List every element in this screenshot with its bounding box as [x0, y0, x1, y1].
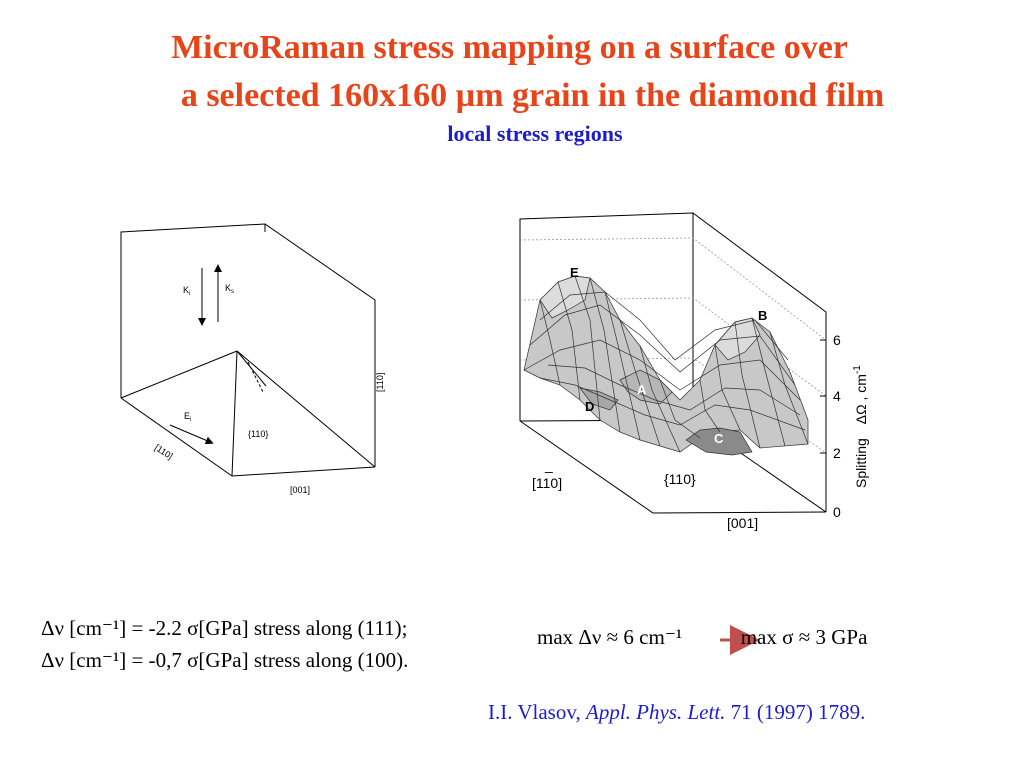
axis-110-bar: _ — [544, 457, 553, 473]
region-label-e: E — [570, 265, 579, 280]
z-ticks — [820, 339, 826, 513]
ks-label: Ks — [225, 283, 234, 295]
max-relation: max Δν ≈ 6 cm⁻¹ max σ ≈ 3 GPa — [537, 625, 867, 650]
equation-100: Δν [cm⁻¹] = -0,7 σ[GPa] stress along (10… — [41, 648, 409, 672]
slide-subtitle: local stress regions — [447, 121, 623, 146]
region-label-b: B — [758, 308, 767, 323]
pyramid-edge — [231, 350, 238, 477]
ei-label: Ei — [184, 411, 191, 423]
slide-title-line-2: a selected 160x160 µm grain in the diamo… — [180, 77, 885, 114]
citation-journal: Appl. Phys. Lett. — [586, 700, 726, 724]
citation-authors: I.I. Vlasov, — [488, 700, 586, 724]
pyramid-edge-dashed — [247, 361, 264, 393]
axis-001-label: [001] — [290, 485, 310, 495]
z-tick-label: 2 — [833, 445, 841, 461]
z-tick-label: 4 — [833, 388, 841, 404]
z-tick-label: 6 — [833, 332, 841, 348]
axis-110-right-label: [110] — [375, 373, 385, 392]
axis-110-left-label: [110] — [153, 442, 175, 461]
slide-title-line-1: MicroRaman stress mapping on a surface o… — [171, 29, 848, 66]
face-110-label: {110} — [664, 471, 696, 487]
pyramid-edge — [236, 350, 376, 468]
equation-111: Δν [cm⁻¹] = -2.2 σ[GPa] stress along (11… — [41, 616, 408, 640]
z-axis-label: SplittingΔΩ , cm-1 — [852, 365, 869, 488]
region-label-a: A — [637, 382, 647, 397]
face-110-label: {110} — [248, 429, 268, 439]
plot-box-floor — [519, 420, 827, 514]
axis-001-label: [001] — [727, 515, 758, 531]
max-splitting: max Δν ≈ 6 cm⁻¹ — [537, 625, 683, 649]
z-tick-label: 0 — [833, 504, 841, 520]
stress-surface-mesh — [523, 275, 809, 456]
region-label-d: D — [585, 399, 594, 414]
stress-surface-plot: E B A D C 6 4 2 0 SplittingΔΩ , cm-1 _ [… — [519, 212, 869, 531]
max-stress: max σ ≈ 3 GPa — [740, 625, 868, 649]
pyramid-edge — [120, 350, 238, 399]
citation-rest: 71 (1997) 1789. — [725, 700, 866, 724]
crystal-geometry-diagram — [120, 223, 376, 477]
citation: I.I. Vlasov, Appl. Phys. Lett. 71 (1997)… — [488, 700, 865, 725]
axis-110-label: [110] — [532, 475, 562, 491]
region-label-c: C — [714, 431, 724, 446]
ei-arrow — [169, 424, 214, 445]
ki-label: Ki — [183, 285, 190, 297]
